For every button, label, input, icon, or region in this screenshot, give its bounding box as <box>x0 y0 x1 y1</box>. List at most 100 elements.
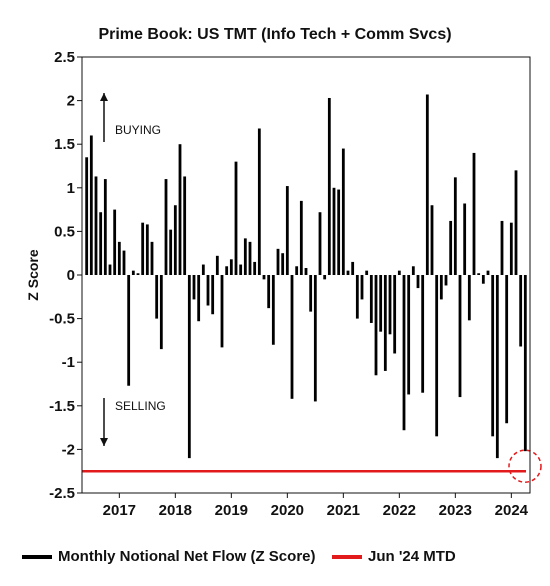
bar <box>477 273 481 275</box>
bar <box>435 275 439 437</box>
bar <box>486 270 490 275</box>
bar <box>453 177 457 275</box>
bar <box>402 275 406 431</box>
bar <box>458 275 462 398</box>
bar <box>523 275 527 452</box>
bar <box>304 268 308 275</box>
bar <box>211 275 215 315</box>
bar <box>439 275 443 300</box>
bar <box>215 255 219 275</box>
legend-reference-line: Jun '24 MTD <box>332 548 456 565</box>
bar <box>309 275 313 312</box>
bar <box>351 261 355 275</box>
bar <box>467 275 471 321</box>
bar <box>117 241 121 275</box>
bar <box>229 259 233 275</box>
bar <box>220 275 224 348</box>
bar <box>383 275 387 371</box>
bar <box>393 275 397 354</box>
arrow-head <box>100 93 108 101</box>
legend-bar-series: Monthly Notional Net Flow (Z Score) <box>22 548 316 565</box>
bar <box>271 275 275 345</box>
bar <box>94 176 98 275</box>
x-tick-label: 2024 <box>495 502 529 519</box>
y-axis: 2.5 2 1.5 1 0.5 0 -0.5 -1 -1.5 -2 -2.5 <box>49 49 82 502</box>
y-tick-label: -0.5 <box>49 311 75 328</box>
bar <box>285 186 289 275</box>
y-tick-label: -2 <box>62 441 75 458</box>
bar <box>108 264 112 275</box>
bar <box>113 209 117 275</box>
bar <box>183 176 187 275</box>
x-axis: 2017 2018 2019 2020 2021 2022 2023 2024 <box>103 493 529 519</box>
bar <box>206 275 210 306</box>
bar <box>332 187 336 275</box>
bar <box>192 275 196 300</box>
highlight-circle <box>508 449 542 483</box>
x-tick-label: 2018 <box>159 502 192 519</box>
bar <box>103 179 107 275</box>
bar <box>122 250 126 275</box>
bar <box>253 261 257 275</box>
bar <box>407 275 411 395</box>
bar <box>173 205 177 275</box>
bar <box>397 270 401 275</box>
bar <box>360 275 364 300</box>
x-tick-label: 2023 <box>439 502 472 519</box>
chart-title: Prime Book: US TMT (Info Tech + Comm Svc… <box>98 26 452 43</box>
y-tick-label: 1 <box>67 180 75 197</box>
bar <box>421 275 425 393</box>
y-tick-label: 2 <box>67 93 75 110</box>
x-tick-label: 2020 <box>271 502 304 519</box>
bar <box>495 275 499 459</box>
bar <box>225 266 229 275</box>
bar <box>234 161 238 275</box>
y-tick-label: 0 <box>67 267 75 284</box>
bar <box>491 275 495 437</box>
bar <box>318 212 322 275</box>
bar <box>150 241 154 275</box>
bar <box>248 241 252 275</box>
bar <box>313 275 317 402</box>
bar <box>243 238 247 275</box>
x-tick-label: 2017 <box>103 502 136 519</box>
bar <box>388 275 392 335</box>
bar <box>136 273 140 275</box>
bar <box>295 266 299 275</box>
legend-bar-swatch <box>22 554 52 559</box>
bar <box>131 270 135 275</box>
bar <box>411 266 415 275</box>
y-tick-label: -1 <box>62 354 75 371</box>
legend-bar-label: Monthly Notional Net Flow (Z Score) <box>58 548 316 565</box>
bar <box>500 220 504 275</box>
bar <box>85 157 89 275</box>
bar <box>197 275 201 322</box>
bar <box>505 275 509 424</box>
bar <box>514 170 518 275</box>
bar <box>164 179 168 275</box>
bar <box>159 275 163 350</box>
bar <box>341 148 345 275</box>
bar <box>472 152 476 275</box>
bar <box>141 222 145 275</box>
x-tick-label: 2019 <box>215 502 248 519</box>
bar <box>201 264 205 275</box>
bar <box>145 224 149 275</box>
arrow-head <box>100 438 108 446</box>
y-tick-label: -1.5 <box>49 398 75 415</box>
y-tick-label: 1.5 <box>54 136 75 153</box>
bar <box>430 205 434 275</box>
legend-line-label: Jun '24 MTD <box>368 548 456 565</box>
bar <box>444 275 448 286</box>
bar <box>267 275 271 309</box>
x-tick-label: 2021 <box>327 502 360 519</box>
bar <box>449 220 453 275</box>
bar <box>416 275 420 289</box>
bar <box>346 270 350 275</box>
bar <box>519 275 523 347</box>
selling-annotation: SELLING <box>115 399 166 413</box>
bar <box>262 275 266 280</box>
bar <box>290 275 294 399</box>
bar <box>355 275 359 319</box>
